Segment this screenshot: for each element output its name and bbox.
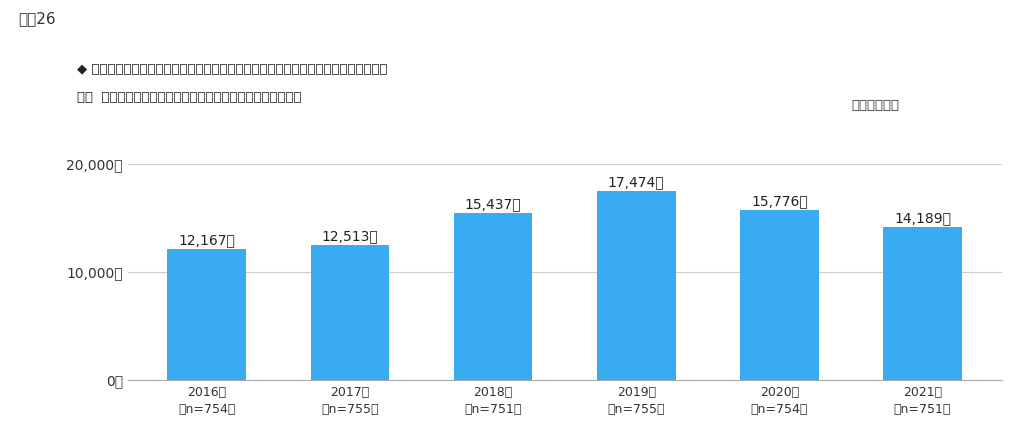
Bar xyxy=(168,249,246,380)
Bar xyxy=(740,210,819,380)
Text: 平均支出金額: 平均支出金額 xyxy=(851,99,899,112)
Text: 14,189円: 14,189円 xyxy=(894,211,951,225)
Bar xyxy=(883,227,962,380)
Text: 12,167円: 12,167円 xyxy=(179,233,235,247)
Text: 12,513円: 12,513円 xyxy=(322,229,378,243)
Text: ◆ 子どもの進学費用のための備えとしての平均支出金額（子ども一人あたり･月額）: ◆ 子どもの進学費用のための備えとしての平均支出金額（子ども一人あたり･月額） xyxy=(77,63,387,76)
Text: （図26: （図26 xyxy=(18,11,56,26)
Bar xyxy=(597,191,676,380)
Text: 15,437円: 15,437円 xyxy=(465,197,521,212)
Text: 経年調査: 経年調査 xyxy=(124,14,165,32)
Text: 17,474円: 17,474円 xyxy=(608,175,664,190)
Text: 対象  高校生以下の子どもの親、または予備校生･浪人生の親: 対象 高校生以下の子どもの親、または予備校生･浪人生の親 xyxy=(77,91,301,104)
Bar xyxy=(311,245,389,380)
Bar xyxy=(454,213,532,380)
Text: 15,776円: 15,776円 xyxy=(751,194,807,208)
